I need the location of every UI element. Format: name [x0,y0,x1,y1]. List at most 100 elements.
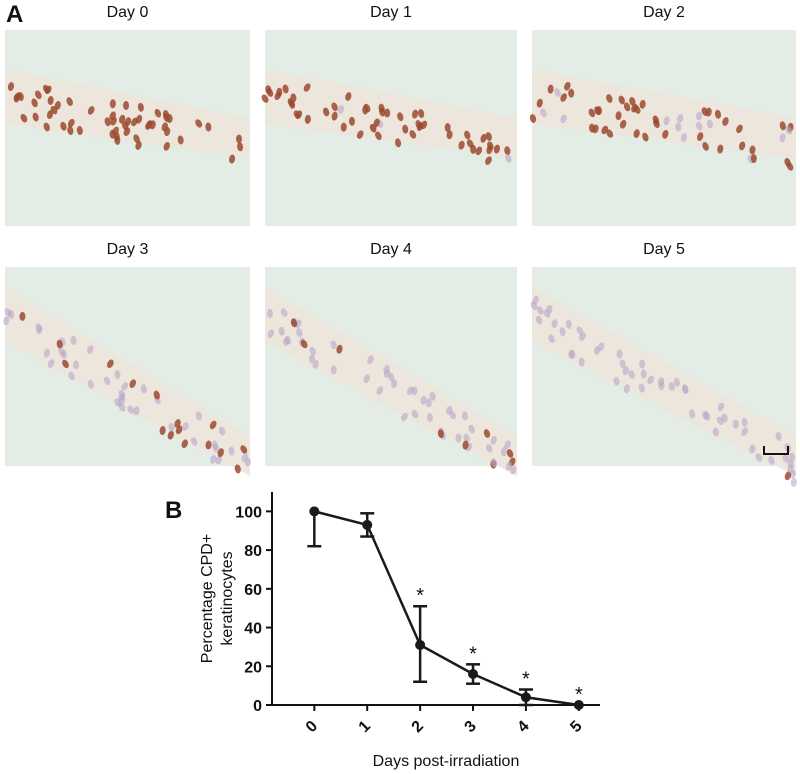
nucleus [123,127,131,136]
nucleus [668,382,675,391]
nucleus [287,98,295,107]
nucleus [331,102,338,112]
nucleus [330,340,337,350]
nucleus [768,455,775,465]
nucleus [485,156,492,165]
nucleus [673,377,680,387]
nucleus [109,111,116,121]
nucleus [559,327,566,337]
nucleus [594,106,601,115]
nucleus [104,117,111,127]
nucleus [536,306,544,315]
nucleus [548,334,555,344]
nucleus [356,130,364,139]
nucleus [749,444,756,454]
nucleus [653,119,660,129]
nucleus [47,96,54,105]
nucleus [606,94,613,103]
nucleus [323,107,330,117]
nucleus [613,376,620,386]
nucleus [741,417,748,427]
nucleus [717,402,725,412]
nucleus [568,349,575,359]
y-tick-label: 40 [244,621,262,638]
nucleus [70,335,77,345]
nucleus [87,345,94,354]
nucleus [535,315,543,325]
nucleus [87,106,95,115]
nucleus [455,433,462,443]
nucleus [244,457,251,467]
nucleus [182,422,189,431]
nucleus [217,448,224,458]
nucleus [266,308,273,318]
nucleus [215,455,222,465]
nucleus [163,113,170,123]
x-tick-label: 2 [409,718,427,736]
nucleus [330,365,337,375]
nucleus [282,84,289,94]
nucleus [506,449,514,458]
nucleus [190,437,198,446]
nucleus [177,135,184,145]
micrograph: Day 4 [265,241,517,477]
nucleus [619,359,626,369]
nucleus [786,162,794,171]
nucleus [163,141,170,151]
nucleus [429,391,436,401]
nucleus [639,359,646,369]
nucleus [616,349,623,359]
panel-label: B [165,497,182,524]
nucleus [619,119,627,129]
nucleus [411,386,418,396]
nucleus [493,144,500,154]
nucleus [379,107,386,117]
nucleus [375,131,382,141]
nucleus [218,426,226,436]
nucleus [114,370,121,380]
epidermis [265,69,517,159]
nucleus [114,398,121,407]
nucleus [240,445,248,454]
nucleus [66,97,73,106]
nucleus [228,446,235,456]
data-line [314,510,580,707]
nucleus [276,87,283,97]
nucleus [490,435,497,445]
nucleus [137,102,144,112]
nucleus [68,371,75,381]
nucleus [60,121,67,131]
nucleus [779,133,786,143]
nucleus [181,439,188,449]
nucleus [412,109,419,119]
y-tick-label: 60 [244,582,262,599]
nucleus [376,386,384,395]
epidermis [5,69,250,159]
nucleus [363,374,370,384]
nucleus [680,133,688,142]
nucleus [779,121,786,131]
nucleus [682,384,689,394]
nucleus [267,329,274,339]
nucleus [420,395,427,405]
micrograph: Day 5 [530,241,797,487]
nucleus [337,104,345,114]
nucleus [54,101,61,110]
nucleus [695,121,703,131]
image-title: Day 5 [643,241,685,258]
nucleus [87,379,94,389]
nucleus [717,144,724,154]
nucleus [32,112,39,122]
nucleus [639,99,646,109]
nucleus [159,426,166,435]
nucleus [280,308,288,317]
nucleus [551,319,558,328]
nucleus [606,129,614,138]
nucleus [480,133,487,143]
epidermis [5,286,250,477]
nucleus [154,108,162,118]
x-tick-label: 0 [303,718,321,736]
nucleus [56,339,63,349]
nucleus [540,108,547,118]
nucleus [529,114,537,123]
